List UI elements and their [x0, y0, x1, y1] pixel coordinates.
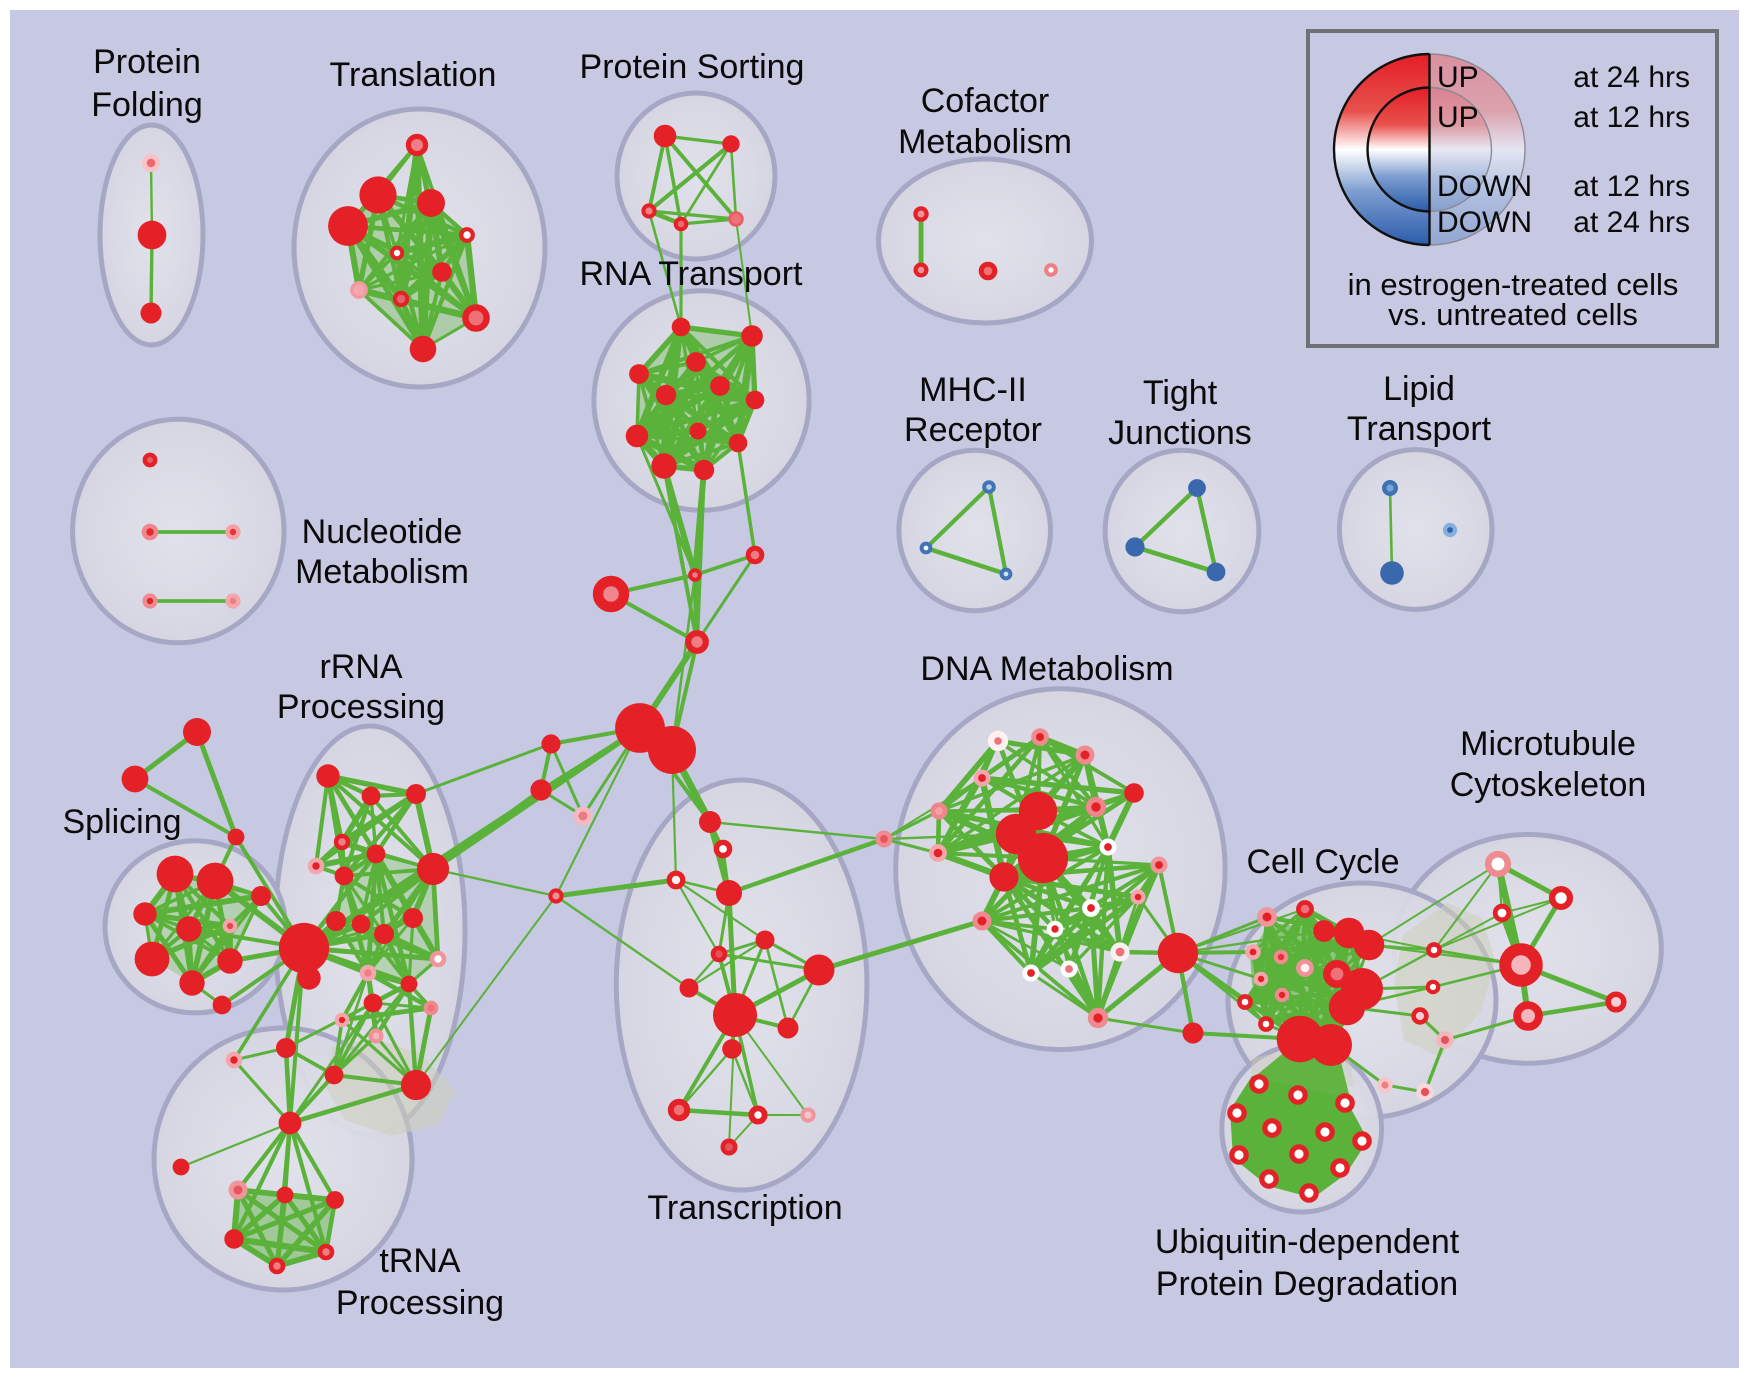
svg-text:Protein Degradation: Protein Degradation: [1156, 1265, 1458, 1303]
svg-text:Ubiquitin-dependent: Ubiquitin-dependent: [1155, 1223, 1460, 1261]
svg-text:at 12 hrs: at 12 hrs: [1573, 101, 1690, 134]
svg-text:DOWN: DOWN: [1437, 206, 1532, 239]
svg-text:at 24 hrs: at 24 hrs: [1573, 61, 1690, 94]
svg-text:Transport: Transport: [1347, 410, 1492, 448]
svg-text:UP: UP: [1437, 61, 1479, 94]
svg-text:Folding: Folding: [91, 86, 203, 124]
svg-text:at 24 hrs: at 24 hrs: [1573, 206, 1690, 239]
svg-text:vs. untreated cells: vs. untreated cells: [1388, 297, 1638, 332]
svg-text:Protein: Protein: [93, 43, 201, 81]
svg-text:Metabolism: Metabolism: [898, 123, 1072, 161]
svg-text:UP: UP: [1437, 101, 1479, 134]
svg-text:in estrogen-treated cells: in estrogen-treated cells: [1348, 267, 1679, 302]
svg-text:Microtubule: Microtubule: [1460, 725, 1636, 763]
svg-text:Lipid: Lipid: [1383, 370, 1455, 408]
svg-text:Translation: Translation: [330, 56, 497, 94]
svg-text:tRNA: tRNA: [379, 1242, 461, 1280]
svg-text:Transcription: Transcription: [647, 1189, 842, 1227]
svg-text:Junctions: Junctions: [1108, 414, 1252, 452]
svg-text:DOWN: DOWN: [1437, 170, 1532, 203]
svg-text:Nucleotide: Nucleotide: [302, 513, 463, 551]
svg-text:Processing: Processing: [277, 688, 445, 726]
svg-text:Tight: Tight: [1143, 374, 1218, 412]
svg-text:Receptor: Receptor: [904, 411, 1042, 449]
svg-text:at 12 hrs: at 12 hrs: [1573, 170, 1690, 203]
svg-text:Splicing: Splicing: [62, 803, 181, 841]
svg-text:MHC-II: MHC-II: [919, 371, 1027, 409]
svg-text:RNA Transport: RNA Transport: [580, 255, 804, 293]
svg-text:Metabolism: Metabolism: [295, 553, 469, 591]
svg-text:Cell Cycle: Cell Cycle: [1246, 843, 1399, 881]
svg-text:Cofactor: Cofactor: [921, 82, 1050, 120]
svg-text:Protein Sorting: Protein Sorting: [580, 48, 805, 86]
svg-text:rRNA: rRNA: [319, 648, 402, 686]
svg-text:Processing: Processing: [336, 1284, 504, 1322]
svg-text:DNA Metabolism: DNA Metabolism: [920, 650, 1173, 688]
svg-text:Cytoskeleton: Cytoskeleton: [1450, 766, 1647, 804]
